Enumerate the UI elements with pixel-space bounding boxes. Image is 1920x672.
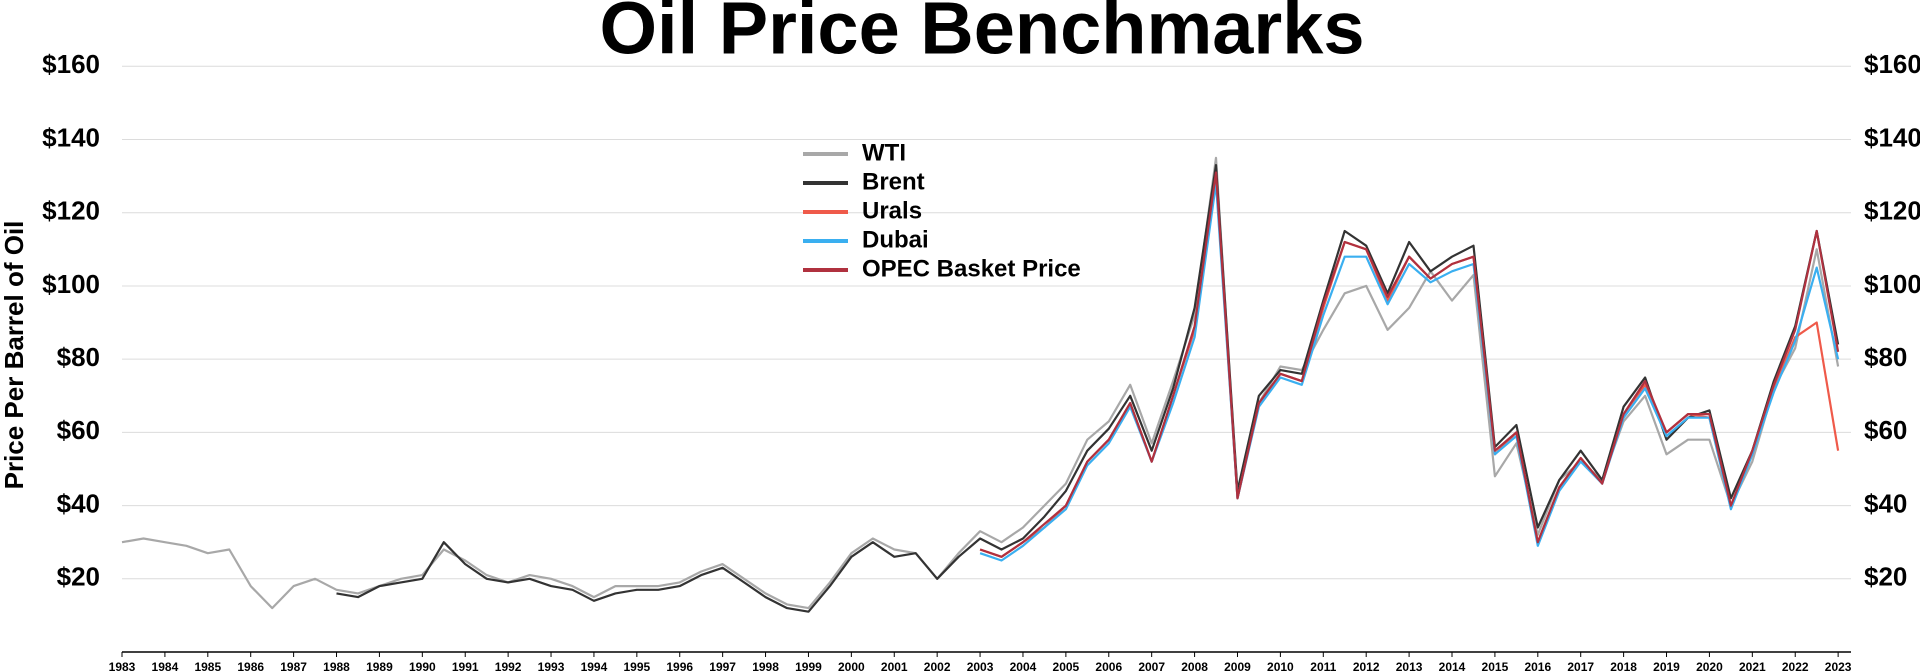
x-tick-label: 2016 (1524, 660, 1551, 672)
x-tick-label: 1984 (152, 660, 179, 672)
x-tick-label: 1991 (452, 660, 479, 672)
y-tick-label: $20 (57, 562, 100, 592)
x-tick-label: 2019 (1653, 660, 1680, 672)
legend-label: OPEC Basket Price (862, 255, 1081, 282)
x-tick-label: 2018 (1610, 660, 1637, 672)
x-tick-label: 1987 (280, 660, 307, 672)
x-tick-label: 1985 (194, 660, 221, 672)
series-line (979, 175, 1840, 558)
x-tick-label: 2007 (1138, 660, 1165, 672)
y-tick-label: $80 (57, 342, 100, 372)
series-line (336, 164, 1840, 613)
y2-tick-label: $60 (1864, 415, 1907, 445)
y-axis-label: Price Per Barrel of Oil (0, 221, 29, 490)
series-line (979, 182, 1840, 562)
x-tick-label: 2004 (1010, 660, 1037, 672)
y2-tick-label: $120 (1864, 196, 1920, 226)
x-tick-label: 2006 (1095, 660, 1122, 672)
x-tick-label: 2011 (1310, 660, 1336, 672)
legend-label: Brent (862, 168, 925, 195)
series-line (121, 156, 1840, 610)
legend-label: Urals (862, 197, 922, 224)
x-tick-label: 1990 (409, 660, 436, 672)
y2-tick-label: $40 (1864, 488, 1907, 518)
y2-tick-label: $100 (1864, 269, 1920, 299)
x-tick-label: 1998 (752, 660, 779, 672)
y2-tick-label: $140 (1864, 122, 1920, 152)
x-tick-label: 2000 (838, 660, 865, 672)
x-tick-label: 2017 (1567, 660, 1594, 672)
x-tick-label: 2015 (1482, 660, 1509, 672)
y-tick-label: $60 (57, 415, 100, 445)
y2-tick-label: $80 (1864, 342, 1907, 372)
y-tick-label: $140 (42, 122, 100, 152)
x-tick-label: 1996 (666, 660, 693, 672)
x-tick-label: 2008 (1181, 660, 1208, 672)
x-tick-label: 1992 (495, 660, 522, 672)
x-tick-label: 1988 (323, 660, 350, 672)
x-tick-label: 1999 (795, 660, 822, 672)
y-tick-label: $160 (42, 49, 100, 79)
x-tick-label: 1993 (538, 660, 565, 672)
series-line (979, 171, 1840, 558)
legend-label: WTI (862, 139, 906, 166)
y2-tick-label: $20 (1864, 562, 1907, 592)
x-tick-label: 2014 (1439, 660, 1466, 672)
x-tick-label: 2010 (1267, 660, 1294, 672)
x-tick-label: 1989 (366, 660, 393, 672)
x-tick-label: 2001 (881, 660, 908, 672)
x-tick-label: 1994 (581, 660, 608, 672)
x-tick-label: 1983 (109, 660, 136, 672)
x-tick-label: 2003 (967, 660, 994, 672)
x-tick-label: 2013 (1396, 660, 1423, 672)
x-tick-label: 1995 (623, 660, 650, 672)
y-tick-label: $40 (57, 488, 100, 518)
x-tick-label: 2012 (1353, 660, 1380, 672)
y-tick-label: $100 (42, 269, 100, 299)
x-tick-label: 2023 (1825, 660, 1852, 672)
legend-label: Dubai (862, 226, 929, 253)
x-tick-label: 2022 (1782, 660, 1809, 672)
x-tick-label: 2020 (1696, 660, 1723, 672)
y2-tick-label: $160 (1864, 49, 1920, 79)
x-tick-label: 1997 (709, 660, 736, 672)
x-tick-label: 1986 (237, 660, 264, 672)
x-tick-label: 2009 (1224, 660, 1251, 672)
y-tick-label: $120 (42, 196, 100, 226)
x-tick-label: 2005 (1053, 660, 1080, 672)
x-tick-label: 2002 (924, 660, 951, 672)
chart-title: Oil Price Benchmarks (599, 0, 1364, 70)
x-tick-label: 2021 (1739, 660, 1766, 672)
